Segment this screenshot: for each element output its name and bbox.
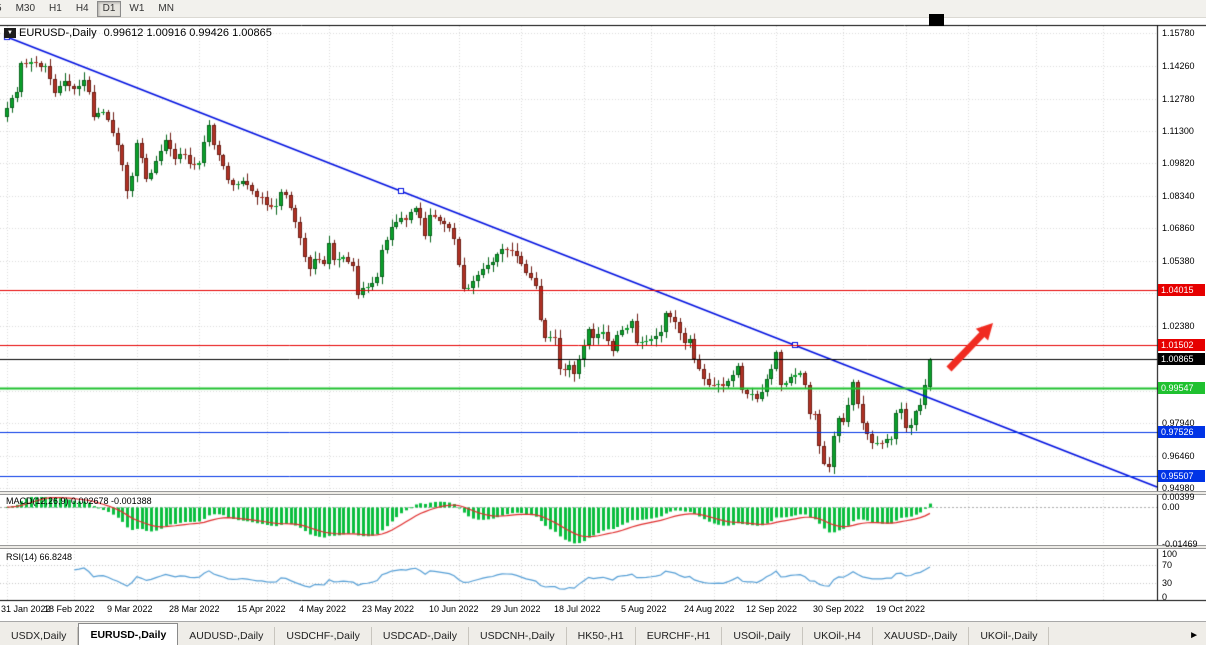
symbol-tab-ukoil-h4[interactable]: UKOil-,H4 (803, 627, 873, 645)
timeframe-button-w1[interactable]: W1 (129, 2, 145, 14)
chart-header: EURUSD-,Daily 0.99612 1.00916 0.99426 1.0… (19, 27, 272, 39)
symbol-tab-audusd-daily[interactable]: AUDUSD-,Daily (178, 627, 276, 645)
symbol-tab-usdcad-daily[interactable]: USDCAD-,Daily (372, 627, 469, 645)
chart-symbol-label: EURUSD-,Daily (19, 27, 97, 39)
panel-splitter-rsi[interactable] (0, 545, 1206, 549)
timeframe-button-5[interactable]: 5 (0, 1, 8, 17)
symbol-dropdown-icon[interactable]: ▼ (4, 28, 16, 38)
symbol-tab-usdx-daily[interactable]: USDX,Daily (0, 627, 79, 645)
symbol-tab-ukoil-daily[interactable]: UKOil-,Daily (969, 627, 1050, 645)
timeframe-toolbar[interactable]: 5 M30 H1 H4 D1 W1 MN (0, 0, 1206, 18)
panel-splitter-macd[interactable] (0, 491, 1206, 495)
symbol-tab-usoil-daily[interactable]: USOil-,Daily (722, 627, 803, 645)
symbol-tab-usdchf-daily[interactable]: USDCHF-,Daily (275, 627, 372, 645)
timeframe-button-d1[interactable]: D1 (96, 0, 122, 17)
symbol-tab-hk50-h1[interactable]: HK50-,H1 (567, 627, 636, 645)
chart-shift-marker (929, 14, 944, 26)
symbol-tab-usdcnh-daily[interactable]: USDCNH-,Daily (469, 627, 567, 645)
timeframe-button-h1[interactable]: H1 (49, 2, 62, 14)
chart-ohlc-values: 0.99612 1.00916 0.99426 1.00865 (103, 27, 272, 39)
timeframe-button-m30[interactable]: M30 (15, 2, 36, 14)
tab-scroll-right-icon[interactable]: ► (1189, 630, 1199, 641)
rsi-indicator-label: RSI(14) 66.8248 (6, 552, 73, 562)
timeframe-button-h4[interactable]: H4 (75, 2, 89, 14)
symbol-tab-bar[interactable]: USDX,Daily EURUSD-,Daily AUDUSD-,Daily USDC… (0, 621, 1206, 645)
macd-indicator-label: MACD(12,26,9) 0.002678 -0.001388 (6, 496, 152, 506)
symbol-tab-eurusd-daily[interactable]: EURUSD-,Daily (78, 623, 179, 645)
timeframe-button-mn[interactable]: MN (158, 2, 174, 14)
symbol-tab-eurchf-h1[interactable]: EURCHF-,H1 (636, 627, 723, 645)
symbol-tab-xauusd-daily[interactable]: XAUUSD-,Daily (873, 627, 970, 645)
